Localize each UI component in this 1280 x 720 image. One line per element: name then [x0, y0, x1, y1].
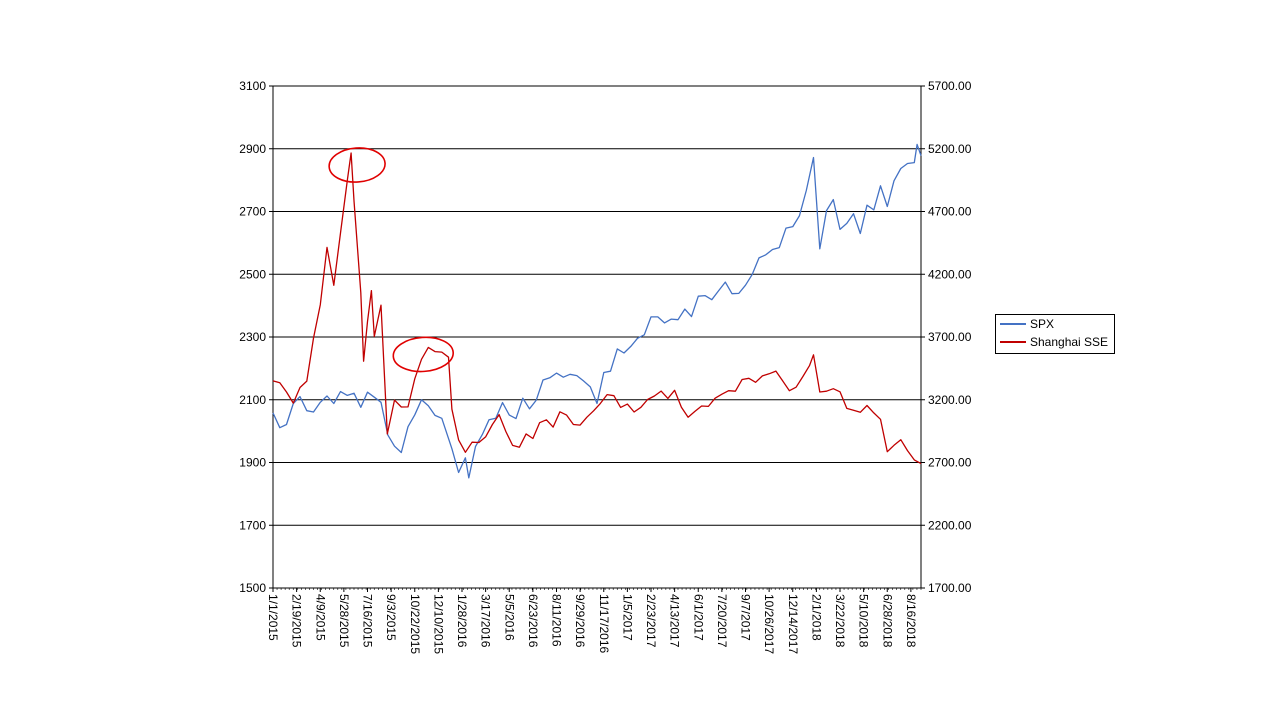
- x-tick-label: 1/1/2015: [266, 594, 280, 641]
- y-right-tick-label: 5700.00: [928, 79, 972, 93]
- chart-legend: SPX Shanghai SSE: [995, 314, 1115, 354]
- x-tick-label: 2/1/2018: [809, 594, 823, 641]
- x-tick-label: 12/10/2015: [431, 594, 445, 654]
- y-left-tick-label: 2500: [239, 267, 266, 281]
- legend-label-spx: SPX: [1030, 317, 1055, 331]
- y-right-tick-label: 3200.00: [928, 393, 972, 407]
- y-right-tick-label: 3700.00: [928, 330, 972, 344]
- y-left-tick-label: 1500: [239, 581, 266, 595]
- hand-drawn-annotations: [328, 147, 455, 373]
- x-tick-label: 8/11/2016: [550, 594, 564, 647]
- x-tick-label: 4/9/2015: [313, 594, 327, 641]
- y-left-tick-label: 2700: [239, 205, 266, 219]
- y-left-tick-label: 2300: [239, 330, 266, 344]
- y-left-tick-label: 3100: [239, 79, 266, 93]
- y-right-tick-label: 4700.00: [928, 205, 972, 219]
- x-tick-label: 6/23/2016: [526, 594, 540, 648]
- legend-item-spx: SPX: [996, 315, 1114, 333]
- annotation-circle: [392, 336, 455, 373]
- y-left-tick-label: 2100: [239, 393, 266, 407]
- x-tick-label: 3/17/2016: [479, 594, 493, 648]
- x-tick-label: 12/14/2017: [786, 594, 800, 654]
- y-right-tick-label: 2200.00: [928, 518, 972, 532]
- y-right-tick-label: 2700.00: [928, 456, 972, 470]
- x-tick-label: 11/17/2016: [597, 594, 611, 653]
- legend-swatch-spx: [1000, 323, 1026, 325]
- x-tick-label: 8/16/2018: [904, 594, 918, 648]
- x-tick-label: 5/10/2018: [857, 594, 871, 648]
- x-tick-label: 10/22/2015: [408, 594, 422, 654]
- series-line-shanghai-sse: [272, 152, 922, 465]
- y-right-tick-label: 4200.00: [928, 267, 972, 281]
- y-right-tick-label: 1700.00: [928, 581, 972, 595]
- x-tick-label: 6/28/2018: [880, 594, 894, 648]
- legend-label-shanghai-sse: Shanghai SSE: [1030, 335, 1109, 349]
- y-axis-right-tick-labels: 1700.00 2200.00 2700.00 3200.00 3700.00 4200.…: [921, 79, 972, 595]
- y-left-tick-label: 1700: [239, 518, 266, 532]
- x-tick-label: 3/22/2018: [833, 594, 847, 648]
- annotation-circle: [328, 147, 386, 183]
- x-tick-label: 9/29/2016: [573, 594, 587, 648]
- x-tick-label: 9/3/2015: [384, 594, 398, 641]
- x-tick-label: 2/19/2015: [290, 594, 304, 648]
- series-line-spx: [272, 143, 922, 479]
- x-tick-label: 6/1/2017: [691, 594, 705, 641]
- y-left-tick-label: 2900: [239, 142, 266, 156]
- y-left-tick-label: 1900: [239, 456, 266, 470]
- legend-item-shanghai-sse: Shanghai SSE: [996, 333, 1114, 351]
- x-tick-label: 1/28/2016: [455, 594, 469, 648]
- grid-lines: [273, 85, 921, 589]
- y-axis-left-tick-labels: 1500 1700 1900 2100 2300 2500 2700 2900 3100: [239, 79, 273, 595]
- x-tick-label: 1/5/2017: [620, 594, 634, 641]
- legend-swatch-shanghai-sse: [1000, 341, 1026, 343]
- x-tick-label: 9/7/2017: [739, 594, 753, 641]
- x-tick-label: 7/20/2017: [715, 594, 729, 648]
- x-axis-tick-labels: 1/1/2015 2/19/2015 4/9/2015 5/28/2015 7/16/2…: [266, 588, 922, 654]
- x-tick-label: 2/23/2017: [644, 594, 658, 648]
- x-tick-label: 4/13/2017: [668, 594, 682, 648]
- series-lines: [272, 143, 922, 479]
- x-tick-label: 5/5/2016: [502, 594, 516, 641]
- x-tick-label: 7/16/2015: [361, 594, 375, 648]
- x-tick-label: 5/28/2015: [337, 594, 351, 648]
- x-tick-label: 10/26/2017: [762, 594, 776, 654]
- y-right-tick-label: 5200.00: [928, 142, 972, 156]
